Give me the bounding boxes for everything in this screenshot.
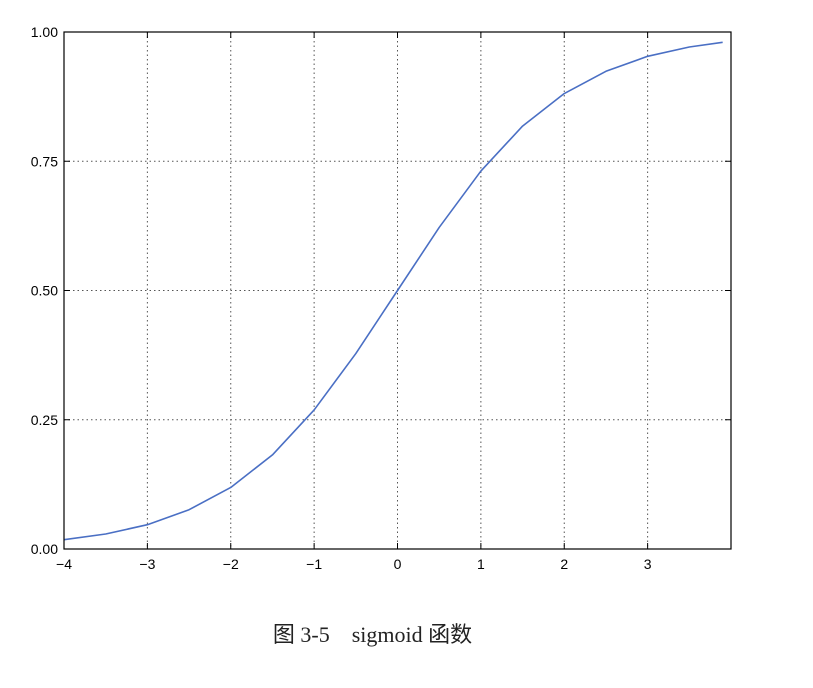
x-tick-label: 3 [644,556,652,572]
tick-marks [63,31,731,550]
y-tick-label: 1.00 [31,24,58,40]
figure-caption: 图 3-5 sigmoid 函数 [272,622,473,647]
x-tick-label: −2 [223,556,239,572]
x-tick-label: −4 [56,556,72,572]
y-tick-label: 0.50 [31,283,58,299]
y-tick-label: 0.25 [31,412,58,428]
x-tick-label: 1 [477,556,485,572]
y-tick-label: 0.00 [31,541,58,557]
x-tick-label: −3 [139,556,155,572]
y-tick-labels: 0.00 0.25 0.50 0.75 1.00 [31,24,58,557]
x-tick-labels: −4 −3 −2 −1 0 1 2 3 [56,556,652,572]
y-tick-label: 0.75 [31,153,58,169]
x-tick-label: 2 [560,556,568,572]
sigmoid-series-line [63,41,723,541]
series-group [63,41,723,541]
x-tick-label: 0 [394,556,402,572]
x-tick-label: −1 [306,556,322,572]
